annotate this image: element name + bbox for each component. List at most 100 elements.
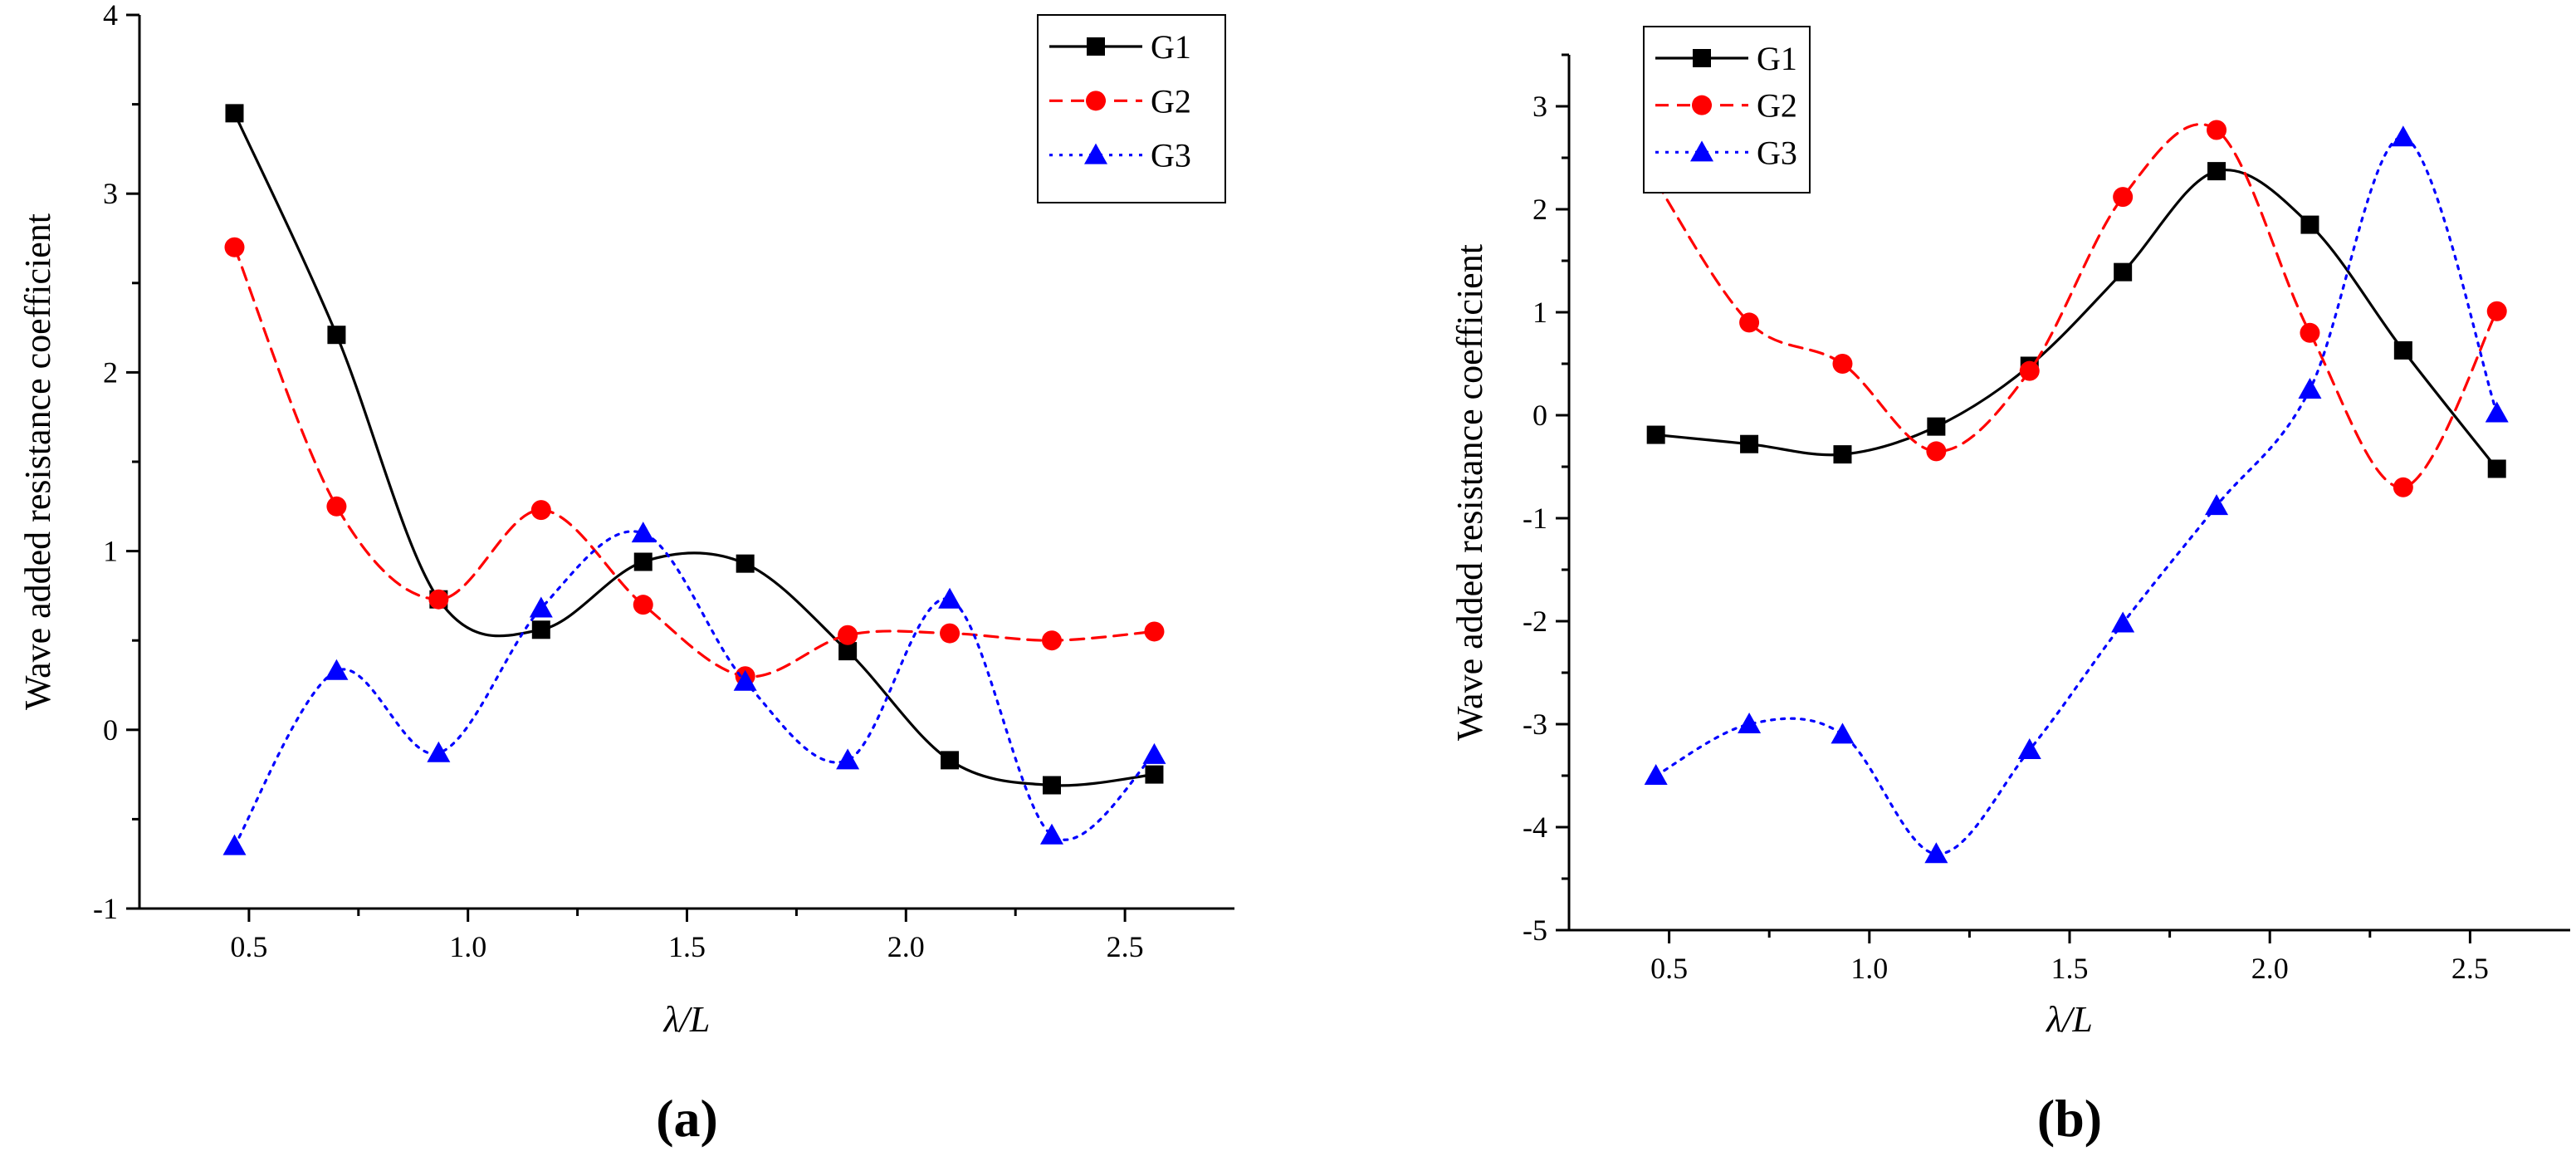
data-point	[1926, 441, 1947, 462]
y-tick-label: 3	[103, 177, 118, 210]
data-point	[1739, 312, 1760, 333]
y-tick-label: -1	[93, 892, 118, 925]
y-tick-label: -2	[1523, 605, 1547, 638]
series-g2	[1645, 120, 2507, 497]
y-tick-label: 2	[1532, 193, 1547, 226]
y-tick-label: 0	[1532, 399, 1547, 432]
data-point	[1042, 776, 1061, 795]
legend-marker	[1692, 95, 1712, 115]
data-point	[1039, 823, 1063, 845]
data-point	[2207, 162, 2227, 181]
x-tick-label: 1.5	[2051, 952, 2089, 985]
legend-label: G1	[1151, 28, 1191, 66]
data-point	[2487, 459, 2506, 478]
legend: G1 G2 G3	[1037, 14, 1226, 203]
data-point	[2113, 187, 2134, 208]
legend-marker	[1690, 140, 1713, 162]
data-point	[224, 237, 245, 257]
data-point	[326, 496, 347, 517]
data-point	[1927, 417, 1946, 436]
panel-label: (b)	[2037, 1089, 2102, 1148]
data-point	[1833, 445, 1852, 464]
data-point	[2111, 611, 2135, 633]
data-point	[2485, 401, 2509, 423]
data-point	[325, 659, 349, 680]
data-point	[530, 500, 551, 521]
series-line	[232, 246, 1156, 678]
chart-b: 0.5 1.0 1.5 2.0 2.5 -5 -4 -3 -2 -1 0 1 2 3 λ/L Wave add…	[1449, 26, 2570, 1148]
x-tick-label: 0.5	[1650, 952, 1688, 985]
legend-label: G1	[1757, 40, 1797, 77]
series-g1	[225, 104, 1164, 795]
data-point	[428, 589, 449, 610]
y-tick-label: 3	[1532, 90, 1547, 123]
y-tick-label: 2	[103, 355, 118, 389]
data-point	[2393, 340, 2412, 360]
data-point	[2486, 301, 2507, 321]
x-tick-label: 2.0	[887, 930, 925, 963]
data-point	[1646, 425, 1665, 444]
data-point	[1644, 764, 1668, 785]
data-point	[838, 625, 858, 645]
legend-label: G2	[1757, 87, 1797, 125]
data-point	[529, 596, 553, 618]
data-point	[2298, 378, 2322, 399]
legend-label: G3	[1757, 134, 1797, 171]
legend-box	[1037, 14, 1226, 203]
data-point	[327, 326, 346, 345]
x-axis-title: λ/L	[662, 999, 711, 1040]
x-tick-label: 2.0	[2251, 952, 2289, 985]
data-point	[2207, 120, 2227, 140]
y-tick-label: -4	[1523, 811, 1547, 844]
data-point	[2019, 360, 2040, 381]
series-g2	[224, 237, 1165, 687]
x-tick-label: 1.5	[668, 930, 706, 963]
y-tick-label: -5	[1523, 914, 1547, 947]
series-line	[1655, 123, 2499, 489]
data-point	[838, 642, 858, 661]
data-point	[1924, 842, 1948, 864]
data-point	[1142, 742, 1166, 764]
x-axis-title: λ/L	[2045, 999, 2093, 1040]
y-axis-title: Wave added resistance coefficient	[1449, 244, 1490, 741]
y-tick-label: -1	[1523, 502, 1547, 535]
y-tick-label: 4	[103, 0, 118, 32]
series-line	[232, 530, 1156, 848]
data-point	[733, 669, 757, 691]
series-g3	[1644, 125, 2509, 864]
y-tick-label: 0	[103, 713, 118, 747]
y-tick-label: 1	[103, 535, 118, 568]
data-point	[736, 554, 755, 573]
x-tick-label: 2.5	[1107, 930, 1144, 963]
x-tick-label: 1.0	[1850, 952, 1888, 985]
data-point	[1144, 621, 1165, 642]
series-g3	[222, 522, 1166, 855]
panel-label: (a)	[656, 1089, 718, 1148]
data-point	[941, 751, 960, 770]
legend-marker	[1084, 143, 1107, 164]
series-g1	[1646, 162, 2506, 478]
data-point	[940, 623, 961, 644]
data-point	[2114, 262, 2133, 282]
data-point	[631, 522, 655, 543]
x-tick-label: 0.5	[230, 930, 267, 963]
data-point	[938, 587, 962, 609]
data-point	[2017, 738, 2041, 759]
data-point	[222, 834, 247, 855]
series-line	[1655, 169, 2499, 471]
legend-label: G3	[1151, 137, 1191, 174]
data-point	[531, 620, 550, 639]
data-point	[2300, 215, 2319, 234]
legend-marker	[1086, 91, 1106, 111]
legend-label: G2	[1151, 82, 1191, 120]
data-point	[225, 104, 244, 123]
data-point	[633, 552, 653, 571]
y-tick-label: -3	[1523, 708, 1547, 741]
data-point	[2393, 477, 2413, 497]
data-point	[1740, 434, 1759, 453]
data-point	[1831, 723, 1855, 744]
data-point	[2205, 494, 2229, 516]
data-point	[1832, 354, 1853, 374]
data-point	[1145, 765, 1164, 784]
